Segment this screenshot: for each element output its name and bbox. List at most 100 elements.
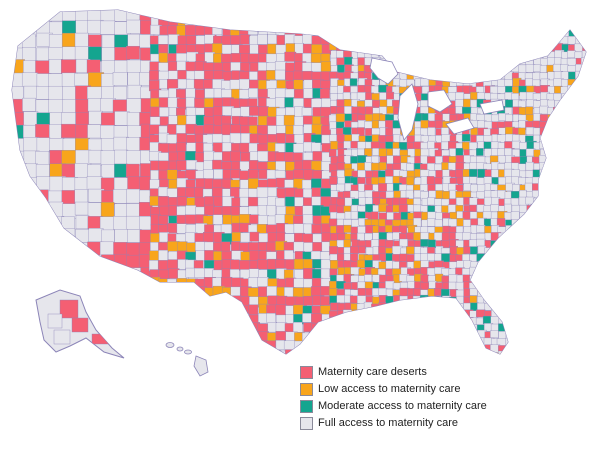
county-cell xyxy=(427,310,438,320)
county-cell xyxy=(36,10,51,23)
county-cell xyxy=(112,189,127,204)
county-cell xyxy=(258,359,269,368)
county-cell xyxy=(330,316,340,326)
alaska-region xyxy=(47,313,63,329)
county-cell xyxy=(574,289,585,298)
county-cell xyxy=(525,50,534,59)
county-cell xyxy=(342,127,352,136)
county-cell xyxy=(547,232,555,240)
county-cell xyxy=(330,140,339,150)
county-cell xyxy=(249,231,260,242)
county-cell xyxy=(547,121,556,130)
county-cell xyxy=(126,19,141,34)
county-cell xyxy=(127,229,142,243)
county-cell xyxy=(589,317,597,324)
county-cell xyxy=(518,30,528,39)
county-cell xyxy=(441,317,450,325)
county-cell xyxy=(372,330,380,339)
county-cell xyxy=(590,331,598,340)
county-cell xyxy=(399,238,408,247)
county-cell xyxy=(186,142,197,153)
county-cell xyxy=(385,322,395,333)
county-cell xyxy=(582,323,586,332)
county-cell xyxy=(195,114,206,126)
county-cell xyxy=(127,281,143,296)
county-cell xyxy=(512,29,522,39)
county-cell xyxy=(574,203,583,213)
county-cell xyxy=(511,169,520,178)
county-cell xyxy=(427,71,436,80)
county-cell xyxy=(230,206,242,216)
county-cell xyxy=(504,35,514,45)
county-cell xyxy=(441,127,449,136)
county-cell xyxy=(554,302,563,312)
county-cell xyxy=(532,288,542,298)
county-cell xyxy=(582,274,586,283)
county-cell xyxy=(393,57,403,67)
county-cell xyxy=(231,16,243,27)
county-cell xyxy=(483,29,493,39)
county-cell xyxy=(221,89,233,99)
county-cell xyxy=(561,289,572,298)
county-cell xyxy=(540,204,548,213)
county-cell xyxy=(159,322,170,334)
county-cell xyxy=(589,198,597,206)
county-cell xyxy=(553,246,563,255)
county-cell xyxy=(285,62,296,73)
county-cell xyxy=(275,304,287,316)
county-cell xyxy=(449,344,459,354)
county-cell xyxy=(406,29,417,38)
county-cell xyxy=(195,10,208,18)
county-cell xyxy=(580,212,586,222)
county-cell xyxy=(442,331,452,340)
county-cell xyxy=(266,286,278,297)
county-cell xyxy=(62,242,76,257)
county-cell xyxy=(158,286,170,298)
county-cell xyxy=(574,246,585,255)
county-cell xyxy=(533,50,541,60)
county-cell xyxy=(386,344,395,352)
county-cell xyxy=(204,16,217,27)
county-cell xyxy=(588,255,598,263)
county-cell xyxy=(185,187,195,198)
county-cell xyxy=(519,330,528,339)
county-cell xyxy=(203,150,215,161)
county-cell xyxy=(385,330,395,338)
county-cell xyxy=(319,16,332,27)
county-cell xyxy=(329,86,340,95)
legend-label: Moderate access to maternity care xyxy=(318,400,487,412)
county-cell xyxy=(511,266,520,277)
county-cell xyxy=(356,92,366,101)
county-cell xyxy=(12,189,24,205)
county-cell xyxy=(74,201,90,216)
county-cell xyxy=(400,338,409,348)
county-cell xyxy=(392,324,400,333)
county-cell xyxy=(497,238,506,248)
county-cell xyxy=(590,121,598,129)
county-cell xyxy=(406,176,415,186)
county-cell xyxy=(434,323,444,332)
county-cell xyxy=(505,330,515,339)
county-cell xyxy=(378,316,388,326)
county-cell xyxy=(568,191,579,200)
county-cell xyxy=(505,274,516,283)
county-cell xyxy=(194,125,205,136)
county-cell xyxy=(483,51,492,59)
county-cell xyxy=(178,358,187,369)
county-cell xyxy=(239,339,250,351)
county-cell xyxy=(257,259,270,270)
county-cell xyxy=(456,295,464,304)
county-cell xyxy=(23,253,39,268)
county-cell xyxy=(212,16,225,27)
county-cell xyxy=(519,344,528,353)
county-cell xyxy=(441,71,452,80)
county-cell xyxy=(230,304,244,316)
county-cell xyxy=(567,323,575,332)
county-cell xyxy=(546,281,556,291)
county-cell xyxy=(581,310,586,319)
county-cell xyxy=(546,344,556,353)
county-cell xyxy=(230,340,242,351)
county-cell xyxy=(539,127,548,136)
county-cell xyxy=(36,86,50,100)
county-cell xyxy=(406,338,416,347)
